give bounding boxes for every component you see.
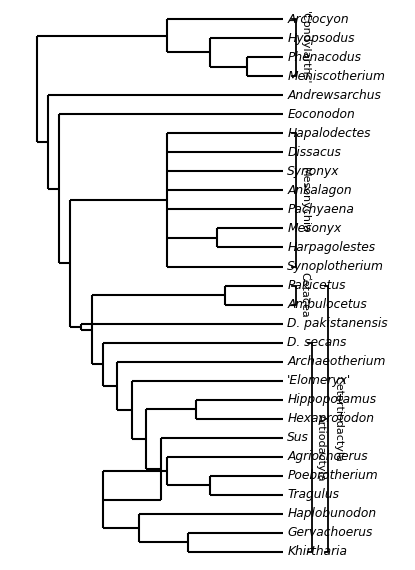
Text: D. pakistanensis: D. pakistanensis	[287, 317, 388, 330]
Text: Gervachoerus: Gervachoerus	[287, 527, 373, 539]
Text: Andrewsarchus: Andrewsarchus	[287, 89, 381, 101]
Text: Pachyaena: Pachyaena	[287, 203, 354, 216]
Text: Archaeotherium: Archaeotherium	[287, 355, 386, 368]
Text: 'Condylarths': 'Condylarths'	[300, 11, 310, 84]
Text: Tragulus: Tragulus	[287, 488, 339, 502]
Text: Cetartiodactyla: Cetartiodactyla	[333, 376, 343, 462]
Text: Hapalodectes: Hapalodectes	[287, 127, 371, 140]
Text: 'Elomeryx': 'Elomeryx'	[287, 374, 352, 387]
Text: Poebrotherium: Poebrotherium	[287, 469, 378, 482]
Text: Ambulocetus: Ambulocetus	[287, 298, 367, 311]
Text: Mesonyx: Mesonyx	[287, 222, 342, 235]
Text: Eoconodon: Eoconodon	[287, 108, 355, 121]
Text: Meniscotherium: Meniscotherium	[287, 70, 385, 83]
Text: Sus: Sus	[287, 431, 309, 444]
Text: Dissacus: Dissacus	[287, 146, 341, 159]
Text: Synoplotherium: Synoplotherium	[287, 260, 384, 273]
Text: Agriochoerus: Agriochoerus	[287, 450, 368, 463]
Text: Haplobunodon: Haplobunodon	[287, 507, 376, 520]
Text: Ankalagon: Ankalagon	[287, 184, 352, 197]
Text: Mesonychia: Mesonychia	[300, 167, 310, 233]
Text: Pakicetus: Pakicetus	[287, 279, 346, 292]
Text: Khirtharia: Khirtharia	[287, 545, 347, 559]
Text: D. secans: D. secans	[287, 336, 347, 349]
Text: Arctocyon: Arctocyon	[287, 13, 349, 26]
Text: Synonyx: Synonyx	[287, 165, 340, 178]
Text: Hyopsodus: Hyopsodus	[287, 31, 355, 44]
Text: Artiodactyla: Artiodactyla	[316, 413, 326, 481]
Text: Phenacodus: Phenacodus	[287, 51, 361, 64]
Text: Harpagolestes: Harpagolestes	[287, 241, 376, 254]
Text: Hexaprotodon: Hexaprotodon	[287, 412, 374, 425]
Text: Cetacea: Cetacea	[300, 272, 310, 318]
Text: Hippopotamus: Hippopotamus	[287, 393, 376, 406]
